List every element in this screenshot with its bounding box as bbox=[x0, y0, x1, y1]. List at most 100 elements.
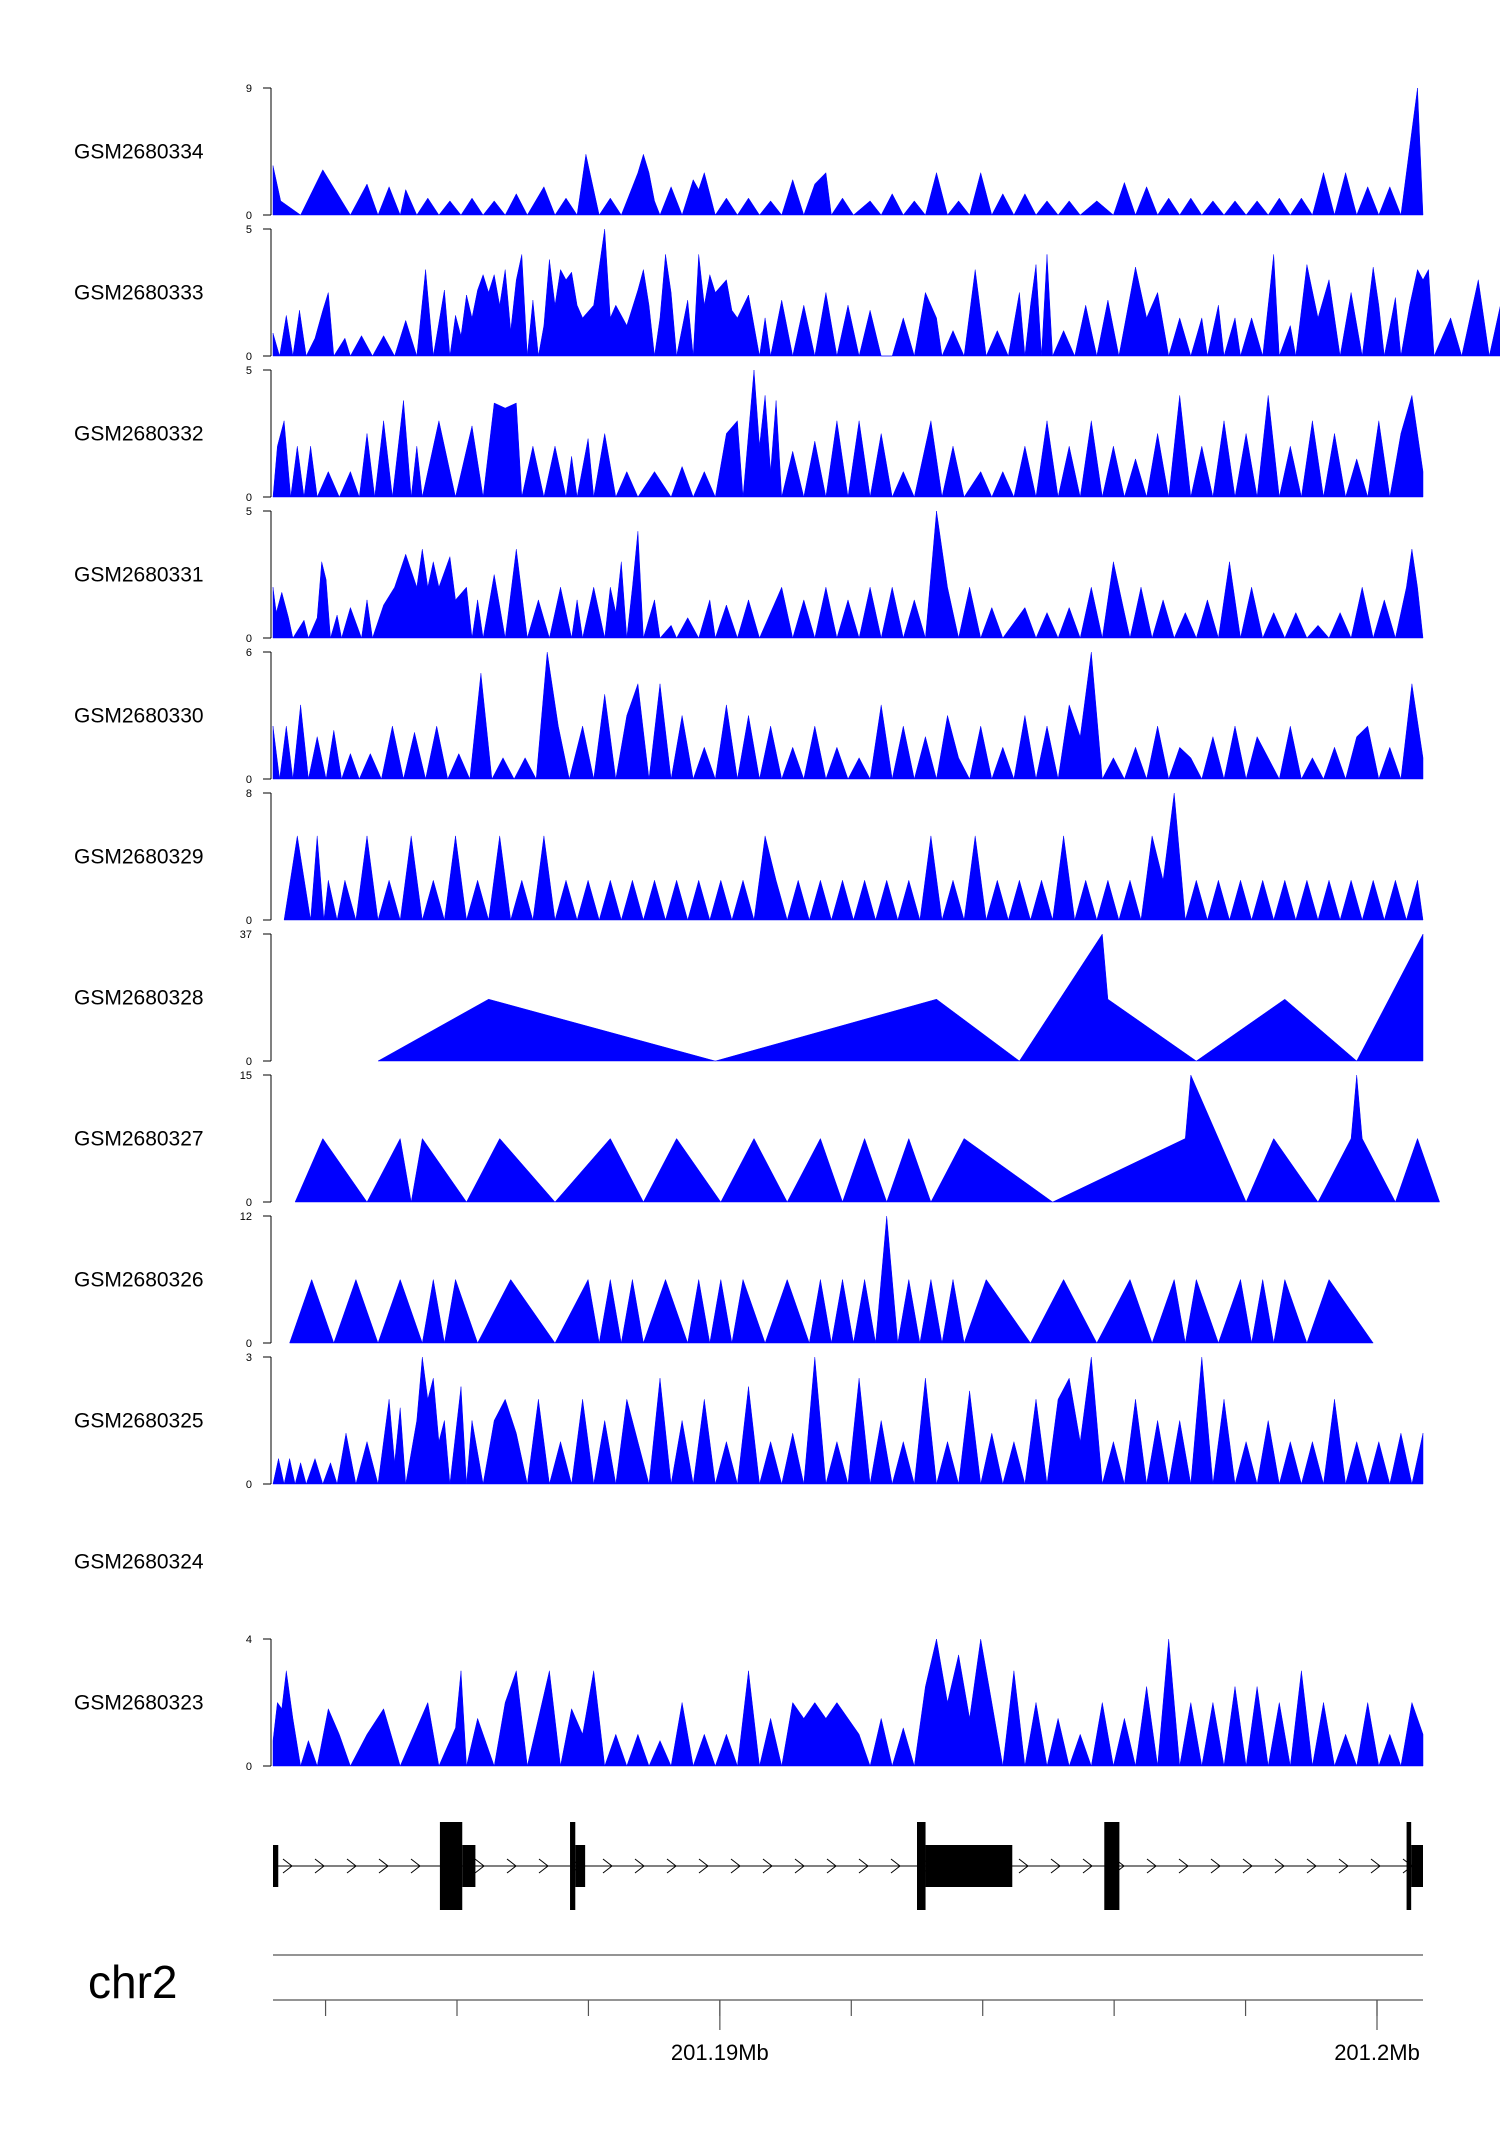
y-tick-label-max: 5 bbox=[246, 506, 252, 518]
track-GSM2680323: GSM2680323 4 0 bbox=[74, 1634, 1424, 1773]
y-tick-label-min: 0 bbox=[246, 1479, 252, 1491]
y-tick-label-max: 6 bbox=[246, 647, 252, 659]
strand-arrow bbox=[1018, 1858, 1029, 1874]
track-GSM2680324: GSM2680324 bbox=[74, 1551, 204, 1574]
y-tick-label-min: 0 bbox=[246, 1197, 252, 1209]
strand-arrow bbox=[762, 1858, 773, 1874]
y-tick-label-min: 0 bbox=[246, 1338, 252, 1350]
y-tick-label-max: 5 bbox=[246, 365, 252, 377]
strand-arrow bbox=[826, 1858, 837, 1874]
y-tick-label-max: 4 bbox=[246, 1634, 252, 1646]
axis-tick-label: 201.19Mb bbox=[671, 2040, 769, 2065]
y-tick-label-min: 0 bbox=[246, 1761, 252, 1773]
track-label: GSM2680328 bbox=[74, 987, 204, 1010]
coverage-area bbox=[272, 1638, 1424, 1767]
track-GSM2680331: GSM2680331 5 0 bbox=[74, 506, 1424, 645]
genomic-axis: 201.19Mb 201.2Mb bbox=[273, 1954, 1423, 2065]
coverage-area bbox=[283, 792, 1424, 921]
exon-utr bbox=[575, 1845, 586, 1887]
strand-arrow bbox=[474, 1858, 485, 1874]
y-tick-label-min: 0 bbox=[246, 1056, 252, 1068]
gene-model-track bbox=[273, 1822, 1423, 1910]
track-label: GSM2680331 bbox=[74, 564, 204, 587]
track-label: GSM2680332 bbox=[74, 423, 204, 446]
track-GSM2680325: GSM2680325 3 0 bbox=[74, 1352, 1424, 1491]
exon-cds bbox=[917, 1822, 926, 1910]
track-GSM2680334: GSM2680334 9 0 bbox=[74, 83, 1424, 222]
track-GSM2680329: GSM2680329 8 0 bbox=[74, 788, 1424, 927]
strand-arrow bbox=[410, 1858, 421, 1874]
strand-arrow bbox=[1242, 1858, 1253, 1874]
strand-arrow bbox=[1370, 1858, 1381, 1874]
exon-cds bbox=[439, 1822, 463, 1910]
track-GSM2680330: GSM2680330 6 0 bbox=[74, 647, 1424, 786]
strand-arrow bbox=[794, 1858, 805, 1874]
exon-utr bbox=[273, 1845, 279, 1887]
y-tick-label-max: 3 bbox=[246, 1352, 252, 1364]
strand-arrow bbox=[314, 1858, 325, 1874]
strand-arrow bbox=[858, 1858, 869, 1874]
strand-arrow bbox=[506, 1858, 517, 1874]
track-GSM2680332: GSM2680332 5 0 bbox=[74, 365, 1424, 504]
coverage-area bbox=[272, 228, 1500, 357]
strand-arrow bbox=[730, 1858, 741, 1874]
y-tick-label-min: 0 bbox=[246, 633, 252, 645]
coverage-tracks: GSM268033490GSM268033350GSM268033250GSM2… bbox=[74, 83, 1500, 1773]
strand-arrow bbox=[538, 1858, 549, 1874]
track-GSM2680326: GSM2680326 12 0 bbox=[74, 1211, 1374, 1350]
y-tick-label-max: 37 bbox=[240, 929, 252, 941]
track-GSM2680327: GSM2680327 15 0 bbox=[74, 1070, 1440, 1209]
y-tick-label-max: 5 bbox=[246, 224, 252, 236]
track-label: GSM2680327 bbox=[74, 1128, 204, 1151]
coverage-area bbox=[272, 510, 1424, 639]
exon-utr bbox=[462, 1845, 476, 1887]
strand-arrow bbox=[1338, 1858, 1349, 1874]
strand-arrow bbox=[1146, 1858, 1157, 1874]
track-GSM2680333: GSM2680333 5 0 bbox=[74, 224, 1500, 363]
strand-arrow bbox=[1082, 1858, 1093, 1874]
y-tick-label-min: 0 bbox=[246, 351, 252, 363]
exon-cds bbox=[570, 1822, 576, 1910]
track-label: GSM2680330 bbox=[74, 705, 204, 728]
strand-arrow bbox=[1210, 1858, 1221, 1874]
track-label: GSM2680333 bbox=[74, 282, 204, 305]
y-tick-label-min: 0 bbox=[246, 774, 252, 786]
strand-arrow bbox=[1274, 1858, 1285, 1874]
exon-cds bbox=[1104, 1822, 1120, 1910]
strand-arrow bbox=[634, 1858, 645, 1874]
track-label: GSM2680324 bbox=[74, 1551, 204, 1574]
coverage-area bbox=[289, 1215, 1374, 1344]
coverage-area bbox=[272, 369, 1424, 498]
strand-arrow bbox=[666, 1858, 677, 1874]
strand-arrow bbox=[698, 1858, 709, 1874]
y-tick-label-min: 0 bbox=[246, 210, 252, 222]
strand-arrow bbox=[378, 1858, 389, 1874]
y-tick-label-max: 9 bbox=[246, 83, 252, 95]
coverage-area bbox=[377, 933, 1424, 1062]
axis-tick-label: 201.2Mb bbox=[1334, 2040, 1420, 2065]
strand-arrow bbox=[890, 1858, 901, 1874]
track-label: GSM2680326 bbox=[74, 1269, 204, 1292]
strand-arrow bbox=[1178, 1858, 1189, 1874]
exon-utr bbox=[925, 1845, 1013, 1887]
coverage-area bbox=[272, 651, 1424, 780]
y-tick-label-min: 0 bbox=[246, 915, 252, 927]
track-label: GSM2680325 bbox=[74, 1410, 204, 1433]
strand-arrow bbox=[1050, 1858, 1061, 1874]
strand-arrow bbox=[282, 1858, 293, 1874]
coverage-area bbox=[272, 87, 1424, 216]
y-tick-label-max: 12 bbox=[240, 1211, 252, 1223]
exon-cds bbox=[1406, 1822, 1412, 1910]
track-GSM2680328: GSM2680328 37 0 bbox=[74, 929, 1424, 1068]
strand-arrow bbox=[602, 1858, 613, 1874]
track-label: GSM2680323 bbox=[74, 1692, 204, 1715]
track-label: GSM2680329 bbox=[74, 846, 204, 869]
y-tick-label-min: 0 bbox=[246, 492, 252, 504]
coverage-area bbox=[294, 1074, 1440, 1203]
track-label: GSM2680334 bbox=[74, 141, 204, 164]
strand-arrow bbox=[1306, 1858, 1317, 1874]
y-tick-label-max: 15 bbox=[240, 1070, 252, 1082]
chromosome-label: chr2 bbox=[88, 1956, 177, 2008]
strand-arrow bbox=[346, 1858, 357, 1874]
